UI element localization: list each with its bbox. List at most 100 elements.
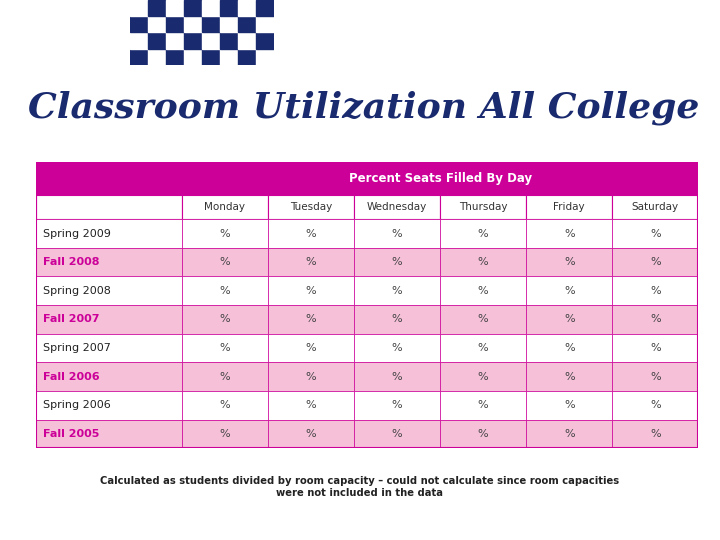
- FancyBboxPatch shape: [268, 276, 354, 305]
- Text: Spring 2007: Spring 2007: [42, 343, 110, 353]
- Bar: [238, 49, 256, 65]
- Text: %: %: [220, 372, 230, 382]
- FancyBboxPatch shape: [181, 276, 268, 305]
- Text: %: %: [220, 343, 230, 353]
- FancyBboxPatch shape: [526, 248, 612, 276]
- Bar: [202, 0, 220, 16]
- Text: %: %: [220, 228, 230, 239]
- Text: %: %: [305, 286, 316, 296]
- FancyBboxPatch shape: [440, 305, 526, 334]
- Text: %: %: [305, 343, 316, 353]
- Text: %: %: [305, 314, 316, 325]
- Text: %: %: [478, 429, 488, 439]
- Bar: [184, 0, 202, 16]
- FancyBboxPatch shape: [612, 219, 698, 248]
- FancyBboxPatch shape: [440, 195, 526, 219]
- FancyBboxPatch shape: [354, 195, 440, 219]
- FancyBboxPatch shape: [440, 248, 526, 276]
- Bar: [130, 16, 148, 32]
- FancyBboxPatch shape: [440, 334, 526, 362]
- Text: %: %: [650, 314, 661, 325]
- Text: %: %: [478, 257, 488, 267]
- Text: %: %: [650, 400, 661, 410]
- Text: %: %: [650, 257, 661, 267]
- FancyBboxPatch shape: [181, 195, 268, 219]
- FancyBboxPatch shape: [440, 362, 526, 391]
- Text: %: %: [392, 257, 402, 267]
- Text: CLARUS: CLARUS: [10, 18, 54, 28]
- Text: Saturday: Saturday: [631, 202, 679, 212]
- Text: %: %: [478, 314, 488, 325]
- FancyBboxPatch shape: [181, 162, 698, 195]
- FancyBboxPatch shape: [612, 362, 698, 391]
- FancyBboxPatch shape: [36, 162, 181, 195]
- FancyBboxPatch shape: [354, 362, 440, 391]
- FancyBboxPatch shape: [612, 334, 698, 362]
- FancyBboxPatch shape: [354, 305, 440, 334]
- FancyBboxPatch shape: [526, 362, 612, 391]
- Text: %: %: [392, 343, 402, 353]
- FancyBboxPatch shape: [354, 391, 440, 420]
- Bar: [166, 49, 184, 65]
- FancyBboxPatch shape: [526, 305, 612, 334]
- Text: %: %: [650, 286, 661, 296]
- Text: Fall 2005: Fall 2005: [42, 429, 99, 439]
- FancyBboxPatch shape: [268, 305, 354, 334]
- Text: %: %: [220, 257, 230, 267]
- Text: %: %: [220, 314, 230, 325]
- Text: %: %: [305, 228, 316, 239]
- Text: Fall 2007: Fall 2007: [42, 314, 99, 325]
- Text: Percent Seats Filled By Day: Percent Seats Filled By Day: [348, 172, 531, 185]
- FancyBboxPatch shape: [36, 248, 181, 276]
- Bar: [166, 16, 184, 32]
- Bar: [220, 49, 238, 65]
- FancyBboxPatch shape: [36, 276, 181, 305]
- Bar: [184, 16, 202, 32]
- Bar: [238, 16, 256, 32]
- Text: Thursday: Thursday: [459, 202, 508, 212]
- FancyBboxPatch shape: [526, 276, 612, 305]
- FancyBboxPatch shape: [36, 305, 181, 334]
- Text: Wednesday: Wednesday: [367, 202, 427, 212]
- FancyBboxPatch shape: [268, 420, 354, 448]
- Bar: [256, 32, 274, 49]
- FancyBboxPatch shape: [354, 334, 440, 362]
- FancyBboxPatch shape: [440, 420, 526, 448]
- Bar: [220, 32, 238, 49]
- Text: Spring 2006: Spring 2006: [42, 400, 110, 410]
- Text: %: %: [564, 286, 575, 296]
- Text: Fall 2008: Fall 2008: [42, 257, 99, 267]
- Text: Monday: Monday: [204, 202, 246, 212]
- Text: Spring 2008: Spring 2008: [42, 286, 110, 296]
- Text: %: %: [478, 228, 488, 239]
- Bar: [130, 32, 148, 49]
- FancyBboxPatch shape: [268, 391, 354, 420]
- Text: Friday: Friday: [554, 202, 585, 212]
- Text: Fall 2006: Fall 2006: [42, 372, 99, 382]
- Text: Tuesday: Tuesday: [289, 202, 332, 212]
- Text: Spring 2009: Spring 2009: [42, 228, 110, 239]
- Text: %: %: [305, 372, 316, 382]
- Text: %: %: [305, 429, 316, 439]
- FancyBboxPatch shape: [612, 305, 698, 334]
- FancyBboxPatch shape: [181, 248, 268, 276]
- FancyBboxPatch shape: [181, 420, 268, 448]
- FancyBboxPatch shape: [526, 195, 612, 219]
- Bar: [148, 49, 166, 65]
- FancyBboxPatch shape: [612, 420, 698, 448]
- Bar: [184, 32, 202, 49]
- FancyBboxPatch shape: [268, 219, 354, 248]
- Text: %: %: [478, 343, 488, 353]
- Text: Calculated as students divided by room capacity – could not calculate since room: Calculated as students divided by room c…: [100, 476, 620, 498]
- Bar: [148, 32, 166, 49]
- Text: %: %: [392, 286, 402, 296]
- Text: %: %: [564, 429, 575, 439]
- Text: %: %: [392, 429, 402, 439]
- Bar: [202, 49, 220, 65]
- Text: %: %: [650, 429, 661, 439]
- FancyBboxPatch shape: [36, 219, 181, 248]
- FancyBboxPatch shape: [36, 391, 181, 420]
- Bar: [202, 32, 220, 49]
- Text: %: %: [392, 372, 402, 382]
- FancyBboxPatch shape: [268, 195, 354, 219]
